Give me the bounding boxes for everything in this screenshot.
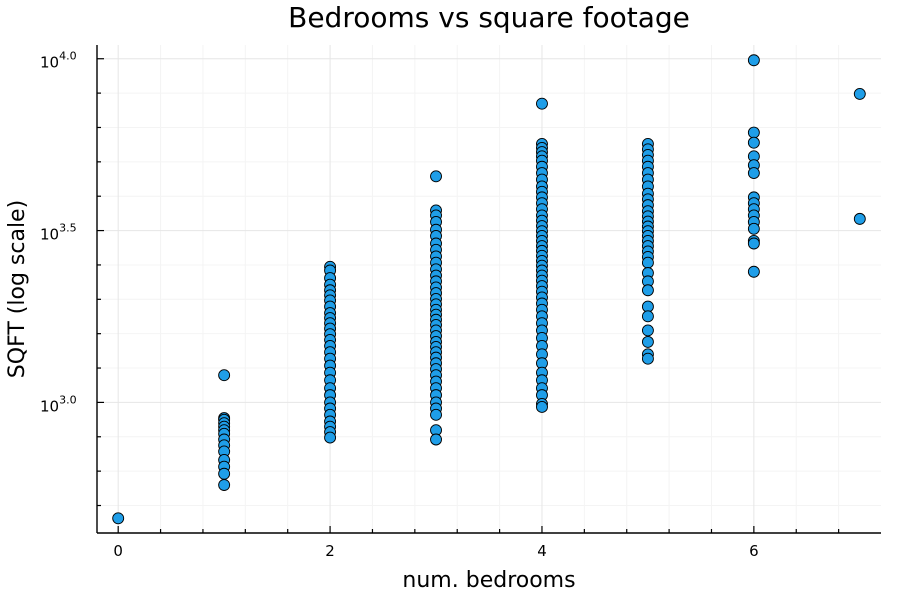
data-point <box>430 433 442 446</box>
data-point <box>747 136 760 149</box>
x-tick-label: 4 <box>537 542 547 560</box>
x-tick-label: 0 <box>113 542 123 560</box>
data-point <box>747 237 760 250</box>
data-point <box>747 222 760 235</box>
x-tick-labels: 0 2 4 6 <box>113 542 758 560</box>
y-tick-label: 104.0 <box>40 50 77 72</box>
data-point <box>112 512 125 525</box>
data-point <box>536 97 548 110</box>
data-point <box>641 324 654 337</box>
data-point <box>747 126 760 139</box>
x-tick-label: 6 <box>749 542 759 560</box>
data-point <box>747 265 760 278</box>
y-tick-labels: 103.0 103.5 104.0 <box>40 50 77 416</box>
data-point <box>641 335 654 348</box>
y-tick-label: 103.0 <box>40 393 77 415</box>
data-point <box>641 352 654 365</box>
data-point <box>853 212 866 225</box>
data-point <box>747 167 760 179</box>
data-point <box>430 408 442 421</box>
data-point <box>218 479 231 491</box>
data-points <box>112 54 866 525</box>
data-point <box>324 431 337 444</box>
data-point <box>536 401 548 413</box>
data-point <box>853 87 866 100</box>
axes <box>96 45 881 534</box>
data-point <box>747 54 760 67</box>
data-point <box>641 284 654 297</box>
x-axis-label: num. bedrooms <box>402 568 575 593</box>
chart-title: Bedrooms vs square footage <box>288 1 690 34</box>
y-tick-label: 103.5 <box>40 222 77 244</box>
x-tick-label: 2 <box>325 542 335 560</box>
data-point <box>641 256 654 269</box>
y-axis-label: SQFT (log scale) <box>5 200 30 378</box>
data-point <box>218 369 231 382</box>
data-point <box>218 467 231 480</box>
data-point <box>641 310 654 323</box>
data-point <box>430 170 442 183</box>
